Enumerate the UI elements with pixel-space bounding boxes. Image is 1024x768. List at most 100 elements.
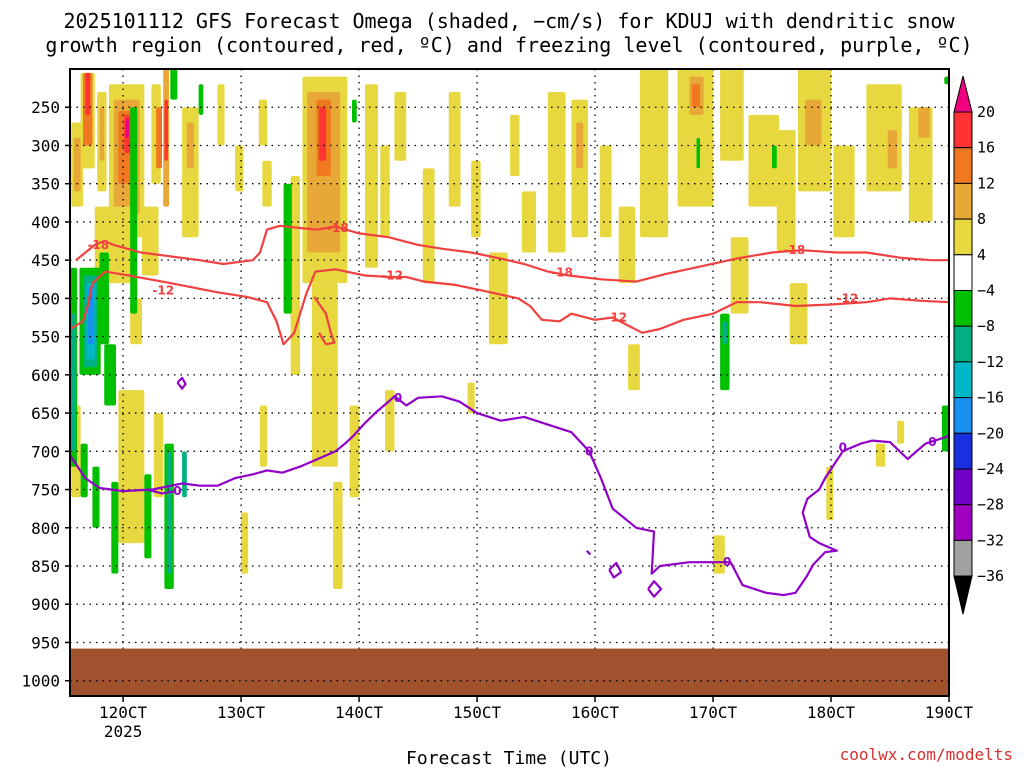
omega-cell [259, 405, 268, 467]
colorbar-swatch [953, 361, 973, 399]
colorbar-label: 16 [977, 139, 995, 157]
dendritic-contour-label: -18 [784, 243, 806, 257]
plot-frame [69, 68, 950, 697]
freezing-contour-label: 0 [928, 435, 936, 449]
omega-cell [833, 145, 855, 238]
omega-cell [696, 137, 701, 169]
omega-cell [73, 137, 81, 192]
x-tick-label: 190CT [925, 703, 974, 722]
x-tick-label: 130CT [217, 703, 266, 722]
x-tick-label: 140CT [335, 703, 384, 722]
omega-cell [164, 99, 168, 161]
freezing-contour-label: 0 [394, 391, 402, 405]
omega-cell [722, 321, 728, 345]
colorbar-label: 12 [977, 174, 995, 192]
omega-cell [182, 451, 187, 498]
omega-cell [713, 535, 725, 574]
freezing-contour-line [176, 376, 187, 390]
omega-cell [111, 481, 119, 574]
y-tick-label: 300 [31, 136, 60, 155]
omega-cell [691, 84, 701, 108]
omega-cell [488, 252, 508, 345]
freezing-contour-line [70, 395, 949, 597]
x-tick-label: 180CT [807, 703, 856, 722]
dendritic-contour-label: -18 [87, 238, 109, 252]
omega-cell [422, 168, 435, 284]
omega-cell [364, 84, 378, 268]
omega-cell [918, 107, 931, 138]
omega-cell [217, 84, 225, 146]
dendritic-contour-line [313, 296, 336, 346]
colorbar-label: −28 [977, 496, 1004, 514]
chart-title-line-2: growth region (contoured, red, ºC) and f… [45, 33, 972, 57]
omega-cell [258, 99, 268, 146]
y-tick-label: 500 [31, 289, 60, 308]
dendritic-contour-label: -12 [605, 311, 627, 325]
omega-cell [71, 313, 76, 452]
colorbar-label: −12 [977, 353, 1004, 371]
colorbar-label: −8 [977, 317, 995, 335]
y-tick-label: 400 [31, 213, 60, 232]
x-tick-label: 170CT [689, 703, 738, 722]
omega-cell [99, 107, 105, 161]
plot-area: -18 -18 -18 -18 -12 -12 -12 -12 0 0 0 0 0 0 [70, 69, 949, 696]
omega-cell [198, 84, 204, 115]
colorbar-swatch [953, 218, 973, 256]
x-tick-label: 150CT [453, 703, 502, 722]
dendritic-contour-label: -12 [381, 268, 403, 282]
omega-cell [99, 252, 109, 345]
omega-cell [772, 145, 777, 169]
omega-cell [748, 114, 780, 207]
colorbar-label: −16 [977, 389, 1004, 407]
colorbar-swatch [953, 432, 973, 470]
freezing-contour-label: 0 [585, 444, 593, 458]
omega-cell [85, 72, 91, 115]
dendritic-contour-line [75, 224, 949, 283]
dendritic-contour-label: -12 [152, 284, 174, 298]
y-tick-label: 850 [31, 557, 60, 576]
y-tick-label: 450 [31, 251, 60, 270]
colorbar-label: −4 [977, 282, 995, 300]
omega-cell [283, 183, 292, 314]
dendritic-contour-label: -12 [837, 291, 859, 305]
y-tick-label: 350 [31, 175, 60, 194]
freezing-contour-line [146, 488, 177, 495]
contour-layer: -18 -18 -18 -18 -12 -12 -12 -12 0 0 0 0 0 0 [70, 221, 949, 598]
omega-shading-layer [70, 69, 949, 589]
omega-cell [153, 413, 164, 498]
colorbar-label: 20 [977, 103, 995, 121]
colorbar-swatch [953, 254, 973, 292]
colorbar-label: −32 [977, 531, 1004, 549]
colorbar-swatch [953, 147, 973, 184]
omega-cell [186, 122, 194, 169]
y-tick-label: 750 [31, 481, 60, 500]
omega-cell [467, 382, 475, 414]
omega-cell [351, 99, 357, 123]
omega-cell [547, 91, 566, 253]
omega-cell [599, 145, 612, 238]
colorbar-label: −36 [977, 567, 1004, 585]
omega-cell [897, 420, 905, 444]
colorbar-swatch [953, 539, 973, 577]
omega-cell [182, 107, 199, 238]
omega-cell [385, 390, 395, 452]
colorbar-bottom-arrow [953, 575, 973, 615]
omega-cell [944, 76, 949, 85]
omega-cell [639, 69, 669, 238]
y-axis: 250 300 350 400 450 500 550 600 650 700 750 800 850 9… [21, 98, 70, 691]
chart-title-line-1: 2025101112 GFS Forecast Omega (shaded, −… [63, 9, 955, 33]
dendritic-contour-line [70, 268, 949, 346]
omega-cell [471, 160, 481, 238]
y-tick-label: 600 [31, 366, 60, 385]
omega-cell [805, 99, 822, 146]
omega-cell [130, 107, 138, 314]
omega-cell [776, 130, 796, 253]
omega-cell [235, 145, 244, 192]
omega-cell [628, 344, 640, 391]
omega-cell [118, 390, 145, 544]
colorbar-swatch [953, 504, 973, 541]
freezing-contour-line [608, 561, 623, 579]
y-tick-label: 1000 [21, 672, 60, 691]
